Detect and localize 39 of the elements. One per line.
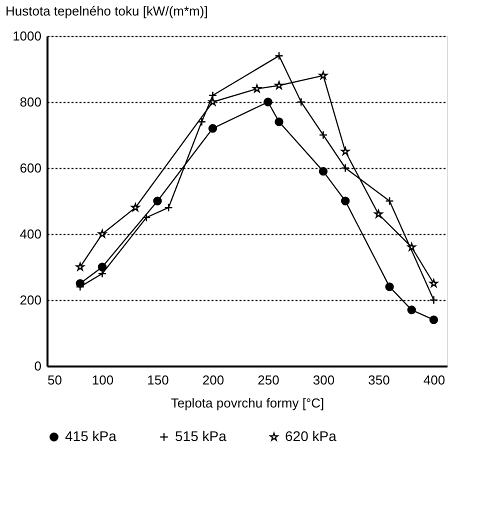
- point: [429, 296, 438, 304]
- point: [385, 282, 394, 292]
- y-tick-label: 0: [34, 358, 42, 374]
- legend-label: 515 kPa: [175, 428, 227, 444]
- x-tick-label: 300: [312, 372, 335, 388]
- point: [340, 164, 350, 172]
- x-tick-label: 150: [147, 372, 169, 388]
- point: [153, 196, 162, 206]
- point: [340, 196, 350, 206]
- legend-label: 415 kPa: [65, 428, 117, 444]
- y-tick-label: 200: [20, 292, 42, 308]
- point: [208, 124, 218, 133]
- point: [274, 51, 284, 60]
- point: [98, 262, 107, 272]
- point: [318, 130, 328, 140]
- x-tick-label: 100: [92, 372, 114, 388]
- legend-label: 620 kPa: [285, 428, 337, 444]
- point: [429, 315, 438, 324]
- point: [407, 306, 416, 314]
- x-tick-label: 400: [423, 372, 446, 388]
- point: [385, 196, 394, 206]
- point: [318, 166, 328, 176]
- point: [264, 98, 272, 106]
- point: [296, 98, 306, 106]
- y-axis-title: Hustota tepelného toku [kW/(m*m)]: [6, 4, 208, 18]
- x-tick-label: 350: [368, 372, 390, 388]
- y-tick-label: 600: [20, 160, 42, 176]
- point: [252, 84, 262, 92]
- point: [374, 210, 383, 218]
- y-tick-label: 1000: [12, 28, 42, 44]
- x-tick-label: 50: [48, 372, 62, 388]
- point: [164, 203, 173, 212]
- y-tick-label: 800: [20, 94, 42, 110]
- point: [142, 213, 151, 222]
- x-tick-label: 250: [258, 372, 280, 388]
- x-axis-title: Teplota povrchu formy [°C]: [170, 396, 324, 410]
- point: [274, 117, 284, 126]
- x-tick-label: 200: [202, 372, 224, 388]
- y-tick-label: 400: [20, 226, 42, 242]
